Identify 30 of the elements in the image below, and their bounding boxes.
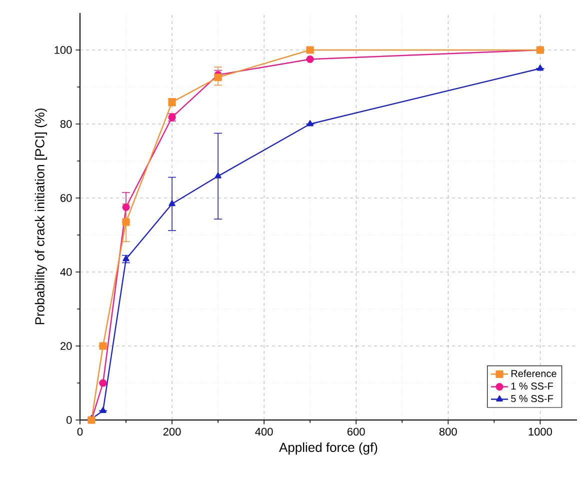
y-tick-label: 60	[60, 194, 72, 202]
y-tick-label: 20	[60, 342, 72, 350]
point	[122, 255, 130, 262]
y-tick-label: 0	[66, 416, 72, 424]
point	[306, 120, 314, 126]
y-tick-label: 40	[60, 268, 72, 276]
point	[306, 55, 314, 64]
point	[214, 172, 222, 178]
x-axis-title: Applied force (gf)	[279, 442, 378, 455]
point	[99, 342, 107, 350]
legend-label: 5 % SS-F	[511, 395, 554, 402]
x-tick-label: 200	[163, 428, 181, 436]
x-tick-label: 600	[348, 428, 365, 436]
y-axis-title: Probability of crack initiation [PCI] (%)	[34, 108, 47, 324]
x-tick-label: 800	[439, 428, 457, 436]
point	[306, 46, 314, 54]
legend-label: Reference	[511, 370, 556, 378]
point	[122, 218, 130, 226]
y-tick-label: 100	[54, 46, 72, 54]
point	[100, 406, 106, 413]
point	[99, 379, 107, 387]
x-tick-label: 0	[77, 428, 83, 436]
y-tick-label: 80	[60, 120, 72, 128]
point	[122, 203, 130, 212]
x-tick-label: 1000	[528, 428, 552, 436]
point	[536, 64, 544, 71]
legend-label: 1 % SS-F	[511, 382, 554, 390]
point	[168, 200, 176, 206]
point	[214, 74, 222, 82]
x-tick-label: 400	[255, 428, 273, 436]
